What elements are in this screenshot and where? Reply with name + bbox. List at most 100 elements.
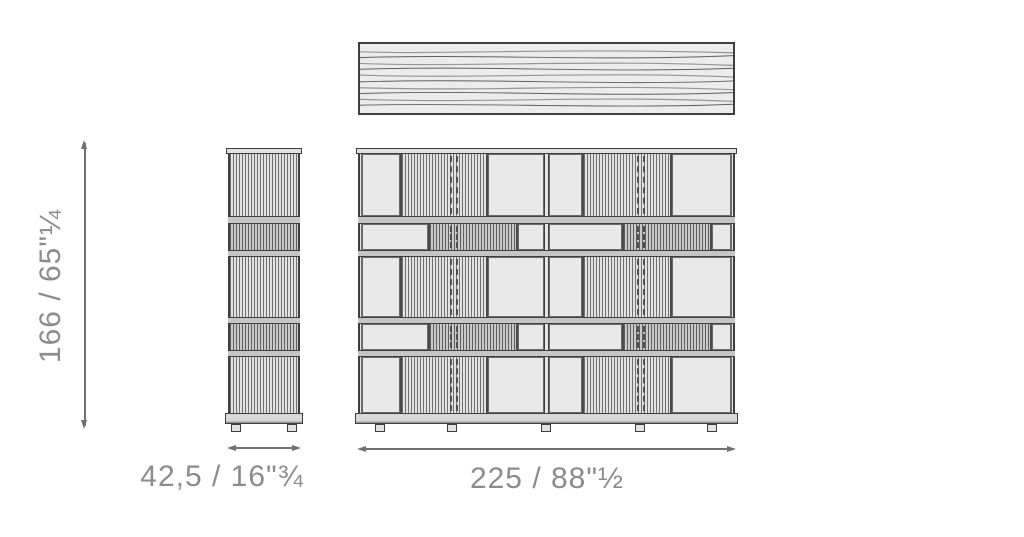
plain-panel	[488, 257, 544, 317]
side-view	[225, 148, 303, 432]
slatted-sliding-panel	[400, 154, 488, 216]
side-slat-section	[230, 357, 298, 413]
arrow-down-icon	[81, 420, 87, 429]
depth-dimension-line	[230, 447, 298, 449]
center-divider	[544, 154, 549, 216]
plain-panel	[712, 224, 731, 250]
slatted-sliding-panel	[582, 154, 672, 216]
arrow-right-icon	[292, 445, 301, 451]
hidden-edge-dashed-line	[637, 326, 639, 348]
front-row	[362, 257, 731, 317]
arrow-left-icon	[227, 445, 236, 451]
plain-panel	[672, 357, 731, 413]
hidden-edge-dashed-line	[450, 156, 452, 214]
front-left-post	[358, 154, 362, 413]
slatted-sliding-panel	[428, 324, 518, 350]
hidden-edge-dashed-line	[643, 326, 645, 348]
front-row	[362, 357, 731, 413]
hidden-edge-dashed-line	[643, 226, 645, 248]
arrow-right-icon	[727, 446, 736, 452]
plain-panel	[518, 224, 544, 250]
front-shelf	[358, 350, 735, 357]
plain-panel	[549, 154, 582, 216]
front-right-post	[731, 154, 735, 413]
front-shelf	[358, 216, 735, 224]
plain-panel	[362, 257, 400, 317]
hidden-edge-dashed-line	[637, 359, 639, 411]
plain-panel	[488, 154, 544, 216]
side-shelf	[228, 216, 300, 224]
slatted-sliding-panel	[400, 357, 488, 413]
side-shelf	[228, 250, 300, 257]
hidden-edge-dashed-line	[450, 326, 452, 348]
plain-panel	[362, 224, 428, 250]
depth-dimension-label: 42,5 / 16"¾	[140, 460, 304, 493]
side-foot	[231, 424, 241, 432]
front-view	[355, 148, 738, 432]
side-slat-section	[230, 257, 298, 317]
plain-panel	[362, 154, 400, 216]
hidden-edge-dashed-line	[456, 326, 458, 348]
side-shelf	[228, 317, 300, 324]
side-shelf	[228, 350, 300, 357]
front-foot	[447, 424, 457, 432]
height-dimension-line	[84, 143, 86, 426]
slatted-sliding-panel	[400, 257, 488, 317]
front-shelf	[358, 317, 735, 324]
hidden-edge-dashed-line	[637, 259, 639, 315]
hidden-edge-dashed-line	[637, 226, 639, 248]
plain-panel	[549, 224, 622, 250]
front-row	[362, 324, 731, 350]
slatted-sliding-panel	[582, 257, 672, 317]
front-foot	[541, 424, 551, 432]
width-dimension-line	[360, 448, 733, 450]
front-shelf	[358, 250, 735, 257]
hidden-edge-dashed-line	[456, 226, 458, 248]
arrow-up-icon	[81, 140, 87, 149]
front-foot	[707, 424, 717, 432]
plain-panel	[362, 357, 400, 413]
hidden-edge-dashed-line	[450, 259, 452, 315]
center-divider	[544, 257, 549, 317]
plain-panel	[518, 324, 544, 350]
plain-panel	[549, 357, 582, 413]
front-base	[355, 413, 738, 424]
plain-panel	[362, 324, 428, 350]
hidden-edge-dashed-line	[643, 259, 645, 315]
center-divider	[544, 357, 549, 413]
width-dimension-label: 225 / 88"½	[469, 462, 625, 495]
slatted-sliding-panel	[428, 224, 518, 250]
hidden-edge-dashed-line	[450, 359, 452, 411]
side-slat-section	[230, 224, 298, 250]
top-view	[358, 42, 735, 115]
slatted-sliding-panel	[582, 357, 672, 413]
hidden-edge-dashed-line	[643, 156, 645, 214]
hidden-edge-dashed-line	[456, 359, 458, 411]
hidden-edge-dashed-line	[456, 259, 458, 315]
side-base	[225, 413, 303, 424]
plain-panel	[549, 257, 582, 317]
plain-panel	[672, 257, 731, 317]
front-row	[362, 154, 731, 216]
center-divider	[544, 324, 549, 350]
side-foot	[287, 424, 297, 432]
hidden-edge-dashed-line	[450, 226, 452, 248]
slatted-sliding-panel	[622, 224, 712, 250]
plain-panel	[672, 154, 731, 216]
hidden-edge-dashed-line	[456, 156, 458, 214]
front-foot	[635, 424, 645, 432]
slatted-sliding-panel	[622, 324, 712, 350]
wood-grain-texture	[360, 50, 733, 107]
side-top-cap	[226, 148, 302, 154]
arrow-left-icon	[357, 446, 366, 452]
plain-panel	[549, 324, 622, 350]
side-slat-section	[230, 154, 298, 216]
front-foot	[375, 424, 385, 432]
plain-panel	[712, 324, 731, 350]
front-row	[362, 224, 731, 250]
center-divider	[544, 224, 549, 250]
side-slat-section	[230, 324, 298, 350]
hidden-edge-dashed-line	[643, 359, 645, 411]
hidden-edge-dashed-line	[637, 156, 639, 214]
